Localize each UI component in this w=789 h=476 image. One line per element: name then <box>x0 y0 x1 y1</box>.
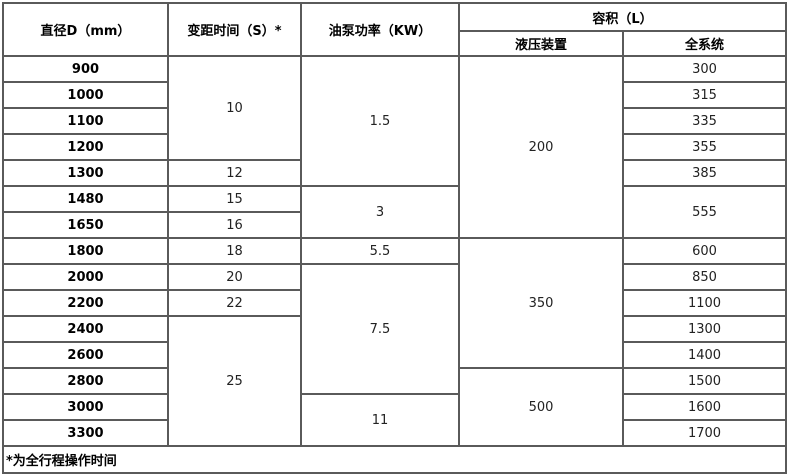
system-cell: 1500 <box>621 367 788 395</box>
table-row: 1000 315 <box>2 81 788 109</box>
pitch-time-cell: 12 <box>167 159 302 187</box>
table-row: 900 10 1.5 200 300 <box>2 55 788 239</box>
table-row: 2600 1400 <box>2 341 788 369</box>
system-cell: 600 <box>621 237 788 265</box>
pump-power-cell: 1.5 <box>300 55 460 187</box>
table-row: 1200 355 <box>2 133 788 161</box>
hydraulic-cell: 350 <box>458 237 624 369</box>
system-cell: 1400 <box>621 341 788 369</box>
system-cell: 300 <box>621 55 788 83</box>
hydraulic-cell: 500 <box>458 367 624 447</box>
pitch-time-cell: 22 <box>167 289 302 317</box>
diameter-cell: 3000 <box>2 393 169 421</box>
pitch-time-cell: 10 <box>167 55 302 161</box>
system-cell: 555 <box>621 185 788 239</box>
system-cell: 355 <box>621 133 788 161</box>
pump-power-cell: 5.5 <box>300 237 460 265</box>
pump-power-cell: 7.5 <box>300 263 460 395</box>
diameter-cell: 2600 <box>2 341 169 369</box>
system-cell: 1700 <box>621 419 788 447</box>
hydraulic-cell: 200 <box>458 55 624 239</box>
pump-power-cell: 11 <box>300 393 460 447</box>
pitch-time-cell: 20 <box>167 263 302 291</box>
header-pump-power: 油泵功率（KW） <box>300 2 460 57</box>
system-cell: 850 <box>621 263 788 291</box>
diameter-cell: 1200 <box>2 133 169 161</box>
system-cell: 1600 <box>621 393 788 421</box>
pitch-time-cell: 16 <box>167 211 302 239</box>
pump-power-cell: 3 <box>300 185 460 239</box>
table-row: 1480 15 3 555 <box>2 185 788 239</box>
pitch-time-cell: 18 <box>167 237 302 265</box>
table-row: 1650 16 <box>2 211 786 239</box>
diameter-cell: 3300 <box>2 419 169 447</box>
diameter-cell: 2800 <box>2 367 169 395</box>
pitch-time-cell: 25 <box>167 315 302 447</box>
header-pitch-time: 变距时间（S）* <box>167 2 302 57</box>
header-diameter: 直径D（mm） <box>2 2 169 57</box>
diameter-cell: 900 <box>2 55 169 83</box>
system-cell: 1300 <box>621 315 788 343</box>
table-row: 2800 500 1500 <box>2 367 788 447</box>
diameter-cell: 2200 <box>2 289 169 317</box>
header-system: 全系统 <box>621 30 788 57</box>
system-cell: 315 <box>621 81 788 109</box>
diameter-cell: 2400 <box>2 315 169 343</box>
pitch-time-cell: 15 <box>167 185 302 213</box>
table-row: 1300 12 385 <box>2 159 788 187</box>
diameter-cell: 1300 <box>2 159 169 187</box>
diameter-cell: 1800 <box>2 237 169 265</box>
table-row: 2000 20 7.5 850 <box>2 263 788 395</box>
header-hydraulic: 液压装置 <box>458 30 624 57</box>
table-row: 2200 22 1100 <box>2 289 788 317</box>
diameter-cell: 1000 <box>2 81 169 109</box>
table-row: 2400 25 1300 <box>2 315 788 447</box>
table-row: 1800 18 5.5 350 600 <box>2 237 788 369</box>
header-volume: 容积（L） <box>457 2 788 32</box>
diameter-cell: 1480 <box>2 185 169 213</box>
table-row: 3000 11 1600 <box>2 393 788 447</box>
system-cell: 335 <box>621 107 788 135</box>
diameter-cell: 1650 <box>2 211 169 239</box>
table-row: 1100 335 <box>2 107 788 135</box>
footnote: *为全行程操作时间 <box>1 445 788 474</box>
table-row: 3300 1700 <box>2 419 788 447</box>
diameter-cell: 1100 <box>2 107 169 135</box>
system-cell: 1100 <box>621 289 788 317</box>
diameter-cell: 2000 <box>2 263 169 291</box>
system-cell: 385 <box>621 159 788 187</box>
